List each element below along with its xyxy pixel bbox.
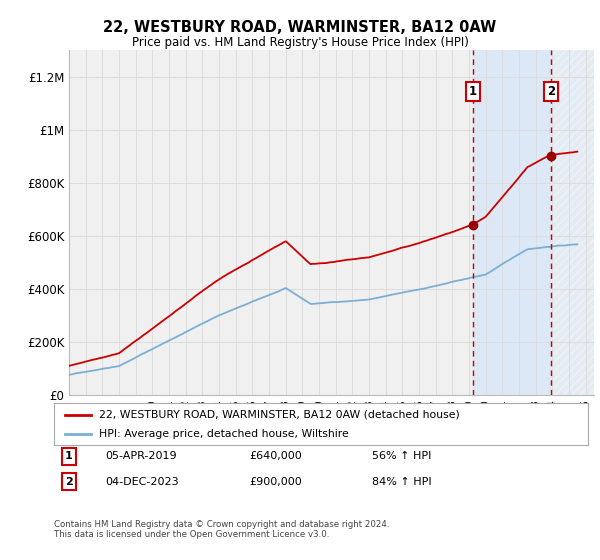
Text: 1: 1 (469, 85, 477, 98)
Text: 84% ↑ HPI: 84% ↑ HPI (372, 477, 431, 487)
Text: 22, WESTBURY ROAD, WARMINSTER, BA12 0AW: 22, WESTBURY ROAD, WARMINSTER, BA12 0AW (103, 20, 497, 35)
Text: 05-APR-2019: 05-APR-2019 (105, 451, 176, 461)
Text: HPI: Average price, detached house, Wiltshire: HPI: Average price, detached house, Wilt… (100, 429, 349, 439)
Text: Contains HM Land Registry data © Crown copyright and database right 2024.
This d: Contains HM Land Registry data © Crown c… (54, 520, 389, 539)
Text: 1: 1 (65, 451, 73, 461)
Text: 2: 2 (547, 85, 555, 98)
Text: £900,000: £900,000 (249, 477, 302, 487)
Bar (551, 50, 594, 395)
Text: 56% ↑ HPI: 56% ↑ HPI (372, 451, 431, 461)
Text: 22, WESTBURY ROAD, WARMINSTER, BA12 0AW (detached house): 22, WESTBURY ROAD, WARMINSTER, BA12 0AW … (100, 409, 460, 419)
Bar (551, 50, 594, 395)
Text: £640,000: £640,000 (249, 451, 302, 461)
Text: 04-DEC-2023: 04-DEC-2023 (105, 477, 179, 487)
Text: Price paid vs. HM Land Registry's House Price Index (HPI): Price paid vs. HM Land Registry's House … (131, 36, 469, 49)
Text: 2: 2 (65, 477, 73, 487)
Bar (473, 50, 551, 395)
